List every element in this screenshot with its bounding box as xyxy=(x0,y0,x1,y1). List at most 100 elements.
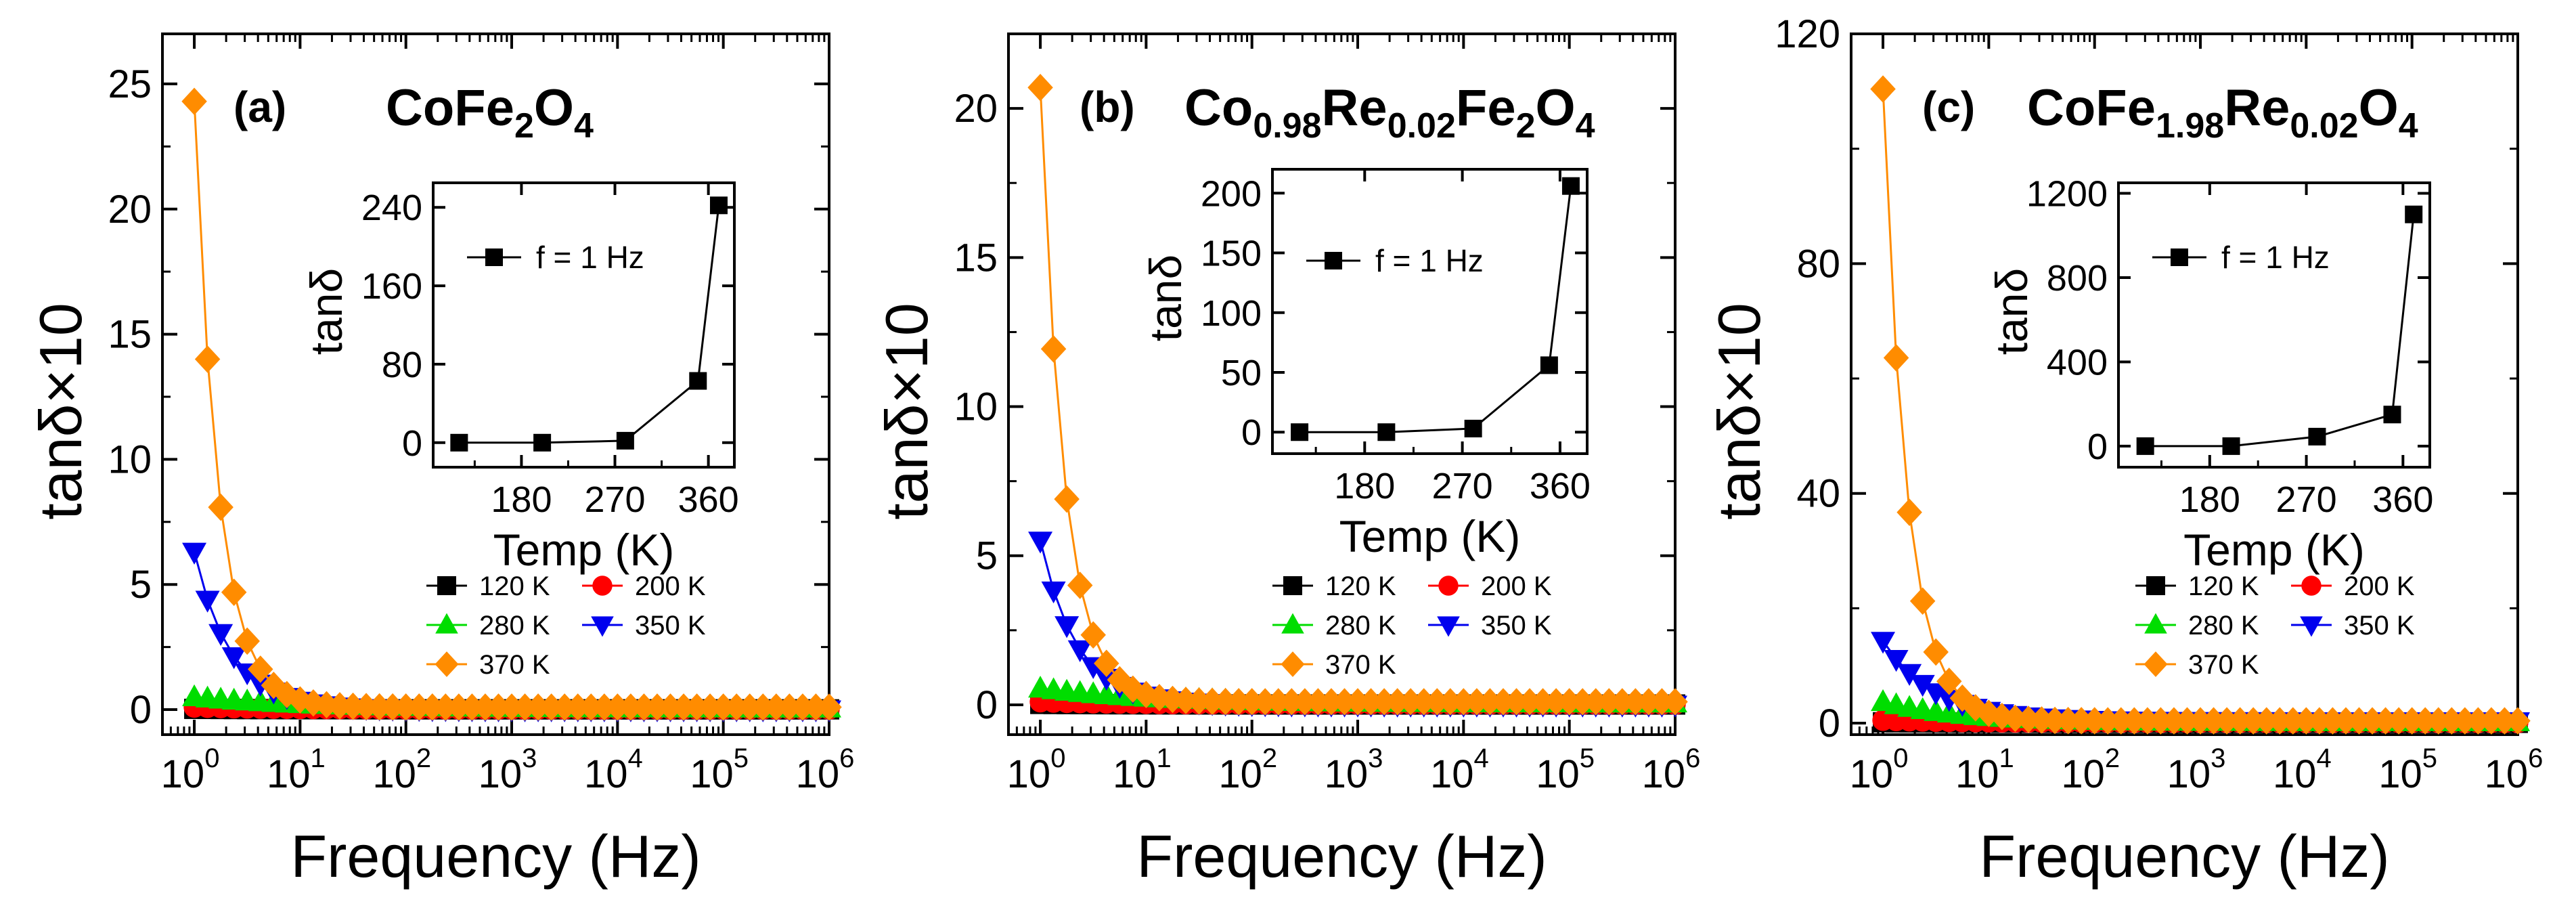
data-point xyxy=(1477,688,1503,716)
legend-label: 280 K xyxy=(2188,611,2259,641)
x-tick-label: 101 xyxy=(1113,743,1172,796)
data-point xyxy=(1583,688,1609,716)
data-point xyxy=(2319,707,2346,735)
legend-marker xyxy=(2144,651,2168,677)
data-point xyxy=(1371,688,1397,716)
inset-x-title: Temp (K) xyxy=(493,525,675,575)
y-tick-label: 10 xyxy=(108,437,152,481)
data-point xyxy=(1490,688,1516,716)
y-axis-title: tanδ×10 xyxy=(1706,303,1773,520)
inset-x-title: Temp (K) xyxy=(2183,525,2365,575)
data-point xyxy=(1424,688,1450,716)
data-point xyxy=(2214,707,2240,735)
data-point xyxy=(578,693,604,721)
data-point xyxy=(552,693,577,721)
series-370-K xyxy=(1027,74,1688,716)
inset-y-tick-label: 240 xyxy=(361,188,422,228)
data-point xyxy=(499,693,525,721)
data-point xyxy=(1252,688,1278,716)
data-point xyxy=(737,693,763,721)
inset-x-tick-label: 270 xyxy=(2276,479,2337,520)
data-point xyxy=(816,693,842,721)
series-370-K xyxy=(181,87,842,721)
x-tick-label: 102 xyxy=(372,743,431,796)
y-tick-label: 5 xyxy=(130,563,152,607)
y-tick-label: 0 xyxy=(976,683,998,727)
data-point xyxy=(459,693,485,721)
data-point xyxy=(1027,74,1053,102)
inset-chart: 180 270 360 0 400 800 1200 f = 1 Hz Temp (K) tanδ xyxy=(1986,174,2433,575)
data-point xyxy=(1318,688,1344,716)
inset-data-point xyxy=(1540,356,1558,374)
data-point xyxy=(2465,707,2491,735)
inset-legend-label: f = 1 Hz xyxy=(2221,240,2330,275)
data-point xyxy=(195,590,220,613)
inset-data-point xyxy=(1377,423,1396,441)
inset-y-tick-label: 400 xyxy=(2047,342,2108,383)
inset-y-tick-label: 0 xyxy=(2087,427,2108,467)
data-point xyxy=(1517,688,1542,716)
data-point xyxy=(194,345,221,373)
data-point xyxy=(1292,688,1318,716)
x-tick-label: 104 xyxy=(584,743,643,796)
data-point xyxy=(1897,664,1922,687)
data-point xyxy=(1596,688,1622,716)
inset-y-tick-label: 0 xyxy=(402,423,422,464)
legend-label: 120 K xyxy=(2188,571,2259,601)
legend-marker xyxy=(1283,576,1302,595)
inset-y-title: tanδ xyxy=(1140,255,1191,342)
data-point xyxy=(564,693,591,721)
data-point xyxy=(618,693,644,721)
legend-marker xyxy=(2146,576,2165,595)
data-point xyxy=(631,693,657,721)
inset-legend-marker xyxy=(485,248,503,266)
legend-label: 120 K xyxy=(479,571,550,601)
legend-marker xyxy=(1281,651,1305,677)
legend: 120 K 200 K 280 K 350 K 370 K xyxy=(426,571,706,680)
y-tick-label: 20 xyxy=(108,188,152,232)
data-point xyxy=(2479,707,2504,735)
inset-y-tick-label: 160 xyxy=(361,266,422,307)
y-tick-label: 20 xyxy=(954,87,998,131)
data-point xyxy=(2095,707,2120,735)
y-tick-label: 10 xyxy=(954,385,998,429)
y-tick-label: 80 xyxy=(1796,242,1840,286)
inset-x-title: Temp (K) xyxy=(1339,511,1521,561)
legend-marker xyxy=(1437,616,1460,637)
data-point xyxy=(2200,707,2227,735)
legend-marker xyxy=(437,576,456,595)
legend-label: 350 K xyxy=(635,611,706,641)
data-point xyxy=(710,693,736,721)
data-point xyxy=(248,655,273,683)
data-point xyxy=(2280,707,2306,735)
inset-frame xyxy=(432,181,736,469)
data-point xyxy=(538,693,564,721)
data-point xyxy=(1924,683,1949,706)
data-point xyxy=(2267,707,2293,735)
inset-frame xyxy=(2117,181,2431,469)
legend-marker xyxy=(1438,576,1459,596)
inset-x-tick-label: 360 xyxy=(678,479,739,520)
x-tick-label: 101 xyxy=(1955,743,2014,796)
data-point xyxy=(604,693,631,721)
data-point xyxy=(2439,707,2465,735)
data-point xyxy=(2121,707,2148,735)
data-point xyxy=(340,692,366,720)
inset-chart: 180 270 360 0 50 100 150 200 f = 1 Hz Temp (K) tan… xyxy=(1140,168,1591,561)
data-point xyxy=(1345,688,1371,716)
data-point xyxy=(1936,668,1962,695)
data-point xyxy=(2188,707,2213,735)
legend-label: 370 K xyxy=(479,650,550,680)
compound-title: Co0.98Re0.02Fe2O4 xyxy=(1184,79,1595,146)
data-point xyxy=(525,693,551,721)
data-point xyxy=(1186,687,1212,715)
data-point xyxy=(2108,707,2134,735)
data-point xyxy=(657,693,684,721)
data-point xyxy=(1923,638,1949,666)
panel-label: (b) xyxy=(1080,83,1135,131)
y-tick-label: 120 xyxy=(1775,12,1840,56)
inset-x-tick-label: 270 xyxy=(1432,466,1493,506)
data-point xyxy=(790,693,816,721)
legend-marker xyxy=(2144,613,2167,634)
